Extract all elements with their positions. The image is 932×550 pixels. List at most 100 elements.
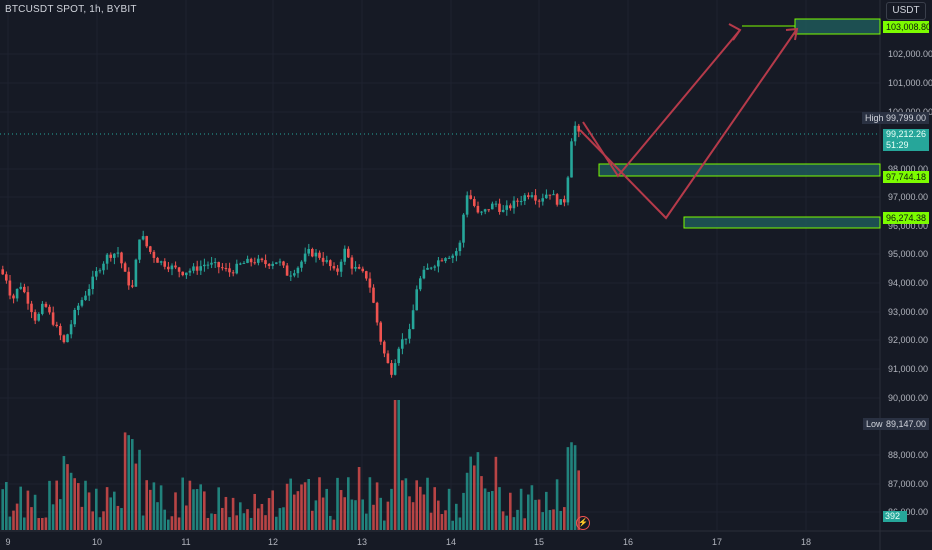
volume-bar	[242, 513, 246, 530]
candle	[293, 273, 296, 276]
candle	[307, 248, 310, 254]
volume-bar	[552, 509, 555, 530]
volume-bar	[332, 519, 336, 530]
currency-selector[interactable]: USDT	[886, 2, 926, 20]
candle	[505, 205, 508, 210]
time-tick-label: 14	[445, 537, 457, 547]
volume-bar	[321, 497, 325, 530]
candle	[167, 266, 170, 270]
volume-bar	[318, 477, 321, 530]
volume-bar	[307, 479, 310, 530]
current-price-label: 99,212.26 51:29	[883, 129, 929, 151]
volume-bar	[33, 494, 37, 530]
volume-bar	[354, 500, 357, 530]
volume-bar	[127, 435, 130, 530]
volume-bar	[429, 512, 433, 530]
candle	[451, 255, 454, 258]
candle	[41, 303, 44, 314]
candle	[321, 257, 325, 262]
candle	[145, 236, 148, 247]
candle	[329, 260, 332, 267]
candle	[498, 203, 501, 212]
volume-bar	[566, 447, 570, 530]
candle	[138, 239, 141, 260]
time-tick-label: 11	[181, 537, 191, 547]
candle	[422, 269, 426, 279]
volume-bar	[152, 482, 156, 530]
arrowhead-1	[728, 23, 742, 41]
volume-bar	[325, 488, 328, 530]
candle	[415, 289, 418, 311]
volume-bar	[512, 517, 516, 530]
price-tick-label: 98,000.00	[888, 164, 929, 174]
volume-bar	[73, 478, 76, 530]
candle	[26, 292, 30, 304]
candle	[332, 266, 336, 269]
volume-bar	[516, 509, 519, 530]
candle	[174, 265, 177, 268]
volume-bar	[221, 507, 224, 530]
lightning-icon[interactable]: ⚡	[576, 516, 590, 530]
volume-bar	[116, 505, 120, 530]
volume-bar	[87, 492, 91, 530]
candle	[379, 322, 382, 342]
volume-bar	[231, 497, 235, 530]
candle	[23, 286, 26, 293]
volume-bar	[523, 518, 526, 530]
volume-bar	[203, 491, 206, 530]
volume-bar	[314, 500, 318, 530]
volume-bar	[365, 513, 368, 530]
volume-bar	[199, 484, 202, 530]
candle	[534, 195, 537, 201]
candle	[487, 209, 490, 211]
candle	[577, 125, 580, 132]
volume-bar	[375, 482, 379, 530]
volume-bar	[113, 491, 116, 530]
candle	[213, 262, 217, 264]
candle	[501, 209, 505, 212]
volume-bar	[149, 489, 152, 530]
price-tick-label: 93,000.00	[888, 307, 929, 317]
volume-bar	[541, 512, 544, 530]
candle	[87, 289, 91, 296]
candle	[473, 198, 476, 206]
volume-bar	[462, 492, 465, 530]
support-2-price-label: 96,274.38	[883, 212, 929, 224]
candle	[37, 313, 40, 321]
candle	[131, 285, 134, 287]
candle	[235, 263, 238, 274]
candle	[188, 270, 192, 273]
candle	[408, 329, 411, 339]
candle	[51, 312, 55, 325]
price-tick-label: 95,000.00	[888, 249, 929, 259]
low-price-label: 89,147.00	[883, 418, 929, 430]
volume-bar	[163, 509, 166, 530]
volume-bar	[59, 499, 62, 530]
candle	[127, 271, 130, 286]
candle	[120, 252, 123, 264]
time-tick-label: 12	[267, 537, 279, 547]
symbol-title[interactable]: BTCUSDT SPOT, 1h, BYBIT	[5, 4, 137, 15]
volume-bar	[519, 488, 523, 530]
candle	[59, 325, 62, 336]
candle	[264, 260, 267, 265]
volume-bar	[357, 467, 361, 530]
volume-bar	[167, 519, 170, 530]
volume-bar	[573, 445, 577, 530]
high-key-label: High	[862, 112, 887, 124]
volume-bar	[275, 516, 278, 530]
target-zone-price-label: 103,008.80	[883, 21, 931, 33]
candle	[8, 280, 12, 296]
candle	[105, 254, 109, 264]
volume-bar	[95, 488, 98, 530]
volume-bar	[174, 492, 177, 530]
volume-bar	[181, 477, 184, 530]
volume-bar	[192, 489, 195, 530]
candle	[343, 248, 346, 262]
volume-bar	[239, 502, 242, 530]
volume-bar	[246, 509, 249, 530]
volume-bar	[451, 520, 454, 530]
volume-bar	[210, 513, 213, 530]
